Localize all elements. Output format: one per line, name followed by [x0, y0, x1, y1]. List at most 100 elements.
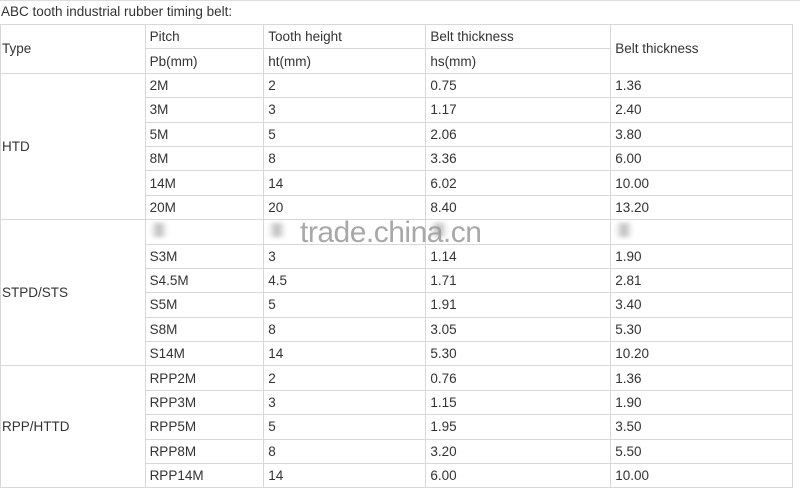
tooth-height-cell: 5 — [263, 121, 427, 147]
pitch-cell: 2M — [144, 72, 265, 99]
belt-thickness-cell: 3.20 — [425, 438, 612, 465]
belt-thickness-2-cell: 5.50 — [610, 438, 793, 465]
header-belt-thickness-unit: hs(mm) — [425, 48, 612, 74]
belt-thickness-2-cell: 3.50 — [610, 414, 793, 440]
pitch-cell: RPP2M — [144, 365, 265, 391]
timing-belt-spec-table: Type Pitch Tooth height Belt thickness B… — [0, 23, 793, 489]
table-row: 14M 14 6.02 10.00 — [1, 170, 793, 196]
obscured-cell — [610, 219, 793, 245]
tooth-height-cell: 2 — [263, 72, 427, 99]
tooth-height-cell: 5 — [263, 414, 427, 440]
header-belt-thickness-2: Belt thickness — [610, 24, 793, 74]
header-tooth-height: Tooth height — [263, 23, 427, 50]
pitch-cell: S8M — [144, 316, 265, 343]
belt-thickness-cell: 1.14 — [425, 243, 612, 269]
belt-thickness-cell: 1.17 — [425, 97, 612, 123]
pitch-cell: RPP3M — [144, 389, 265, 416]
group-type: HTD — [0, 72, 146, 221]
tooth-height-cell: 3 — [263, 97, 427, 123]
pitch-cell: S14M — [144, 341, 265, 367]
tooth-height-cell: 8 — [263, 438, 427, 465]
belt-thickness-2-cell: 1.36 — [610, 365, 793, 391]
tooth-height-cell: 3 — [263, 389, 427, 416]
pitch-cell: S3M — [144, 243, 265, 269]
belt-thickness-cell: 0.76 — [425, 365, 612, 391]
belt-thickness-cell: 0.75 — [425, 72, 612, 99]
tooth-height-cell: 14 — [263, 341, 427, 367]
table-row: RPP/HTTD RPP2M 2 0.76 1.36 — [0, 365, 793, 489]
belt-thickness-cell: 1.71 — [425, 267, 612, 294]
belt-thickness-2-cell: 2.40 — [610, 97, 793, 123]
pitch-cell: S4.5M — [144, 267, 265, 294]
table-row: S3M 3 1.14 1.90 — [1, 243, 793, 269]
table-row: HTD 2M 2 0.75 1.36 — [0, 72, 793, 221]
blur-smudge — [615, 223, 634, 238]
belt-thickness-cell: 1.95 — [425, 414, 612, 440]
table-row: S4.5M 4.5 1.71 2.81 — [1, 267, 793, 294]
tooth-height-cell: 2 — [263, 365, 427, 391]
belt-thickness-cell: 1.15 — [425, 389, 612, 416]
tooth-height-cell: 8 — [263, 316, 427, 343]
pitch-cell: S5M — [144, 292, 265, 318]
tooth-height-cell: 14 — [263, 170, 427, 196]
belt-thickness-cell: 6.02 — [425, 170, 612, 196]
table-row: S5M 5 1.91 3.40 — [1, 292, 793, 318]
top-divider — [0, 0, 800, 1]
blur-smudge — [430, 223, 449, 238]
header-unit-row: Pb(mm) ht(mm) hs(mm) — [1, 48, 793, 74]
blur-smudge — [268, 223, 287, 238]
belt-thickness-2-cell: 1.90 — [610, 389, 793, 416]
belt-thickness-cell: 3.36 — [425, 145, 612, 172]
table-row: S14M 14 5.30 10.20 — [1, 341, 793, 367]
belt-thickness-cell: 3.05 — [425, 316, 612, 343]
page-title: ABC tooth industrial rubber timing belt: — [1, 4, 233, 19]
belt-thickness-cell: 2.06 — [425, 121, 612, 147]
pitch-cell: RPP5M — [144, 414, 265, 440]
belt-thickness-2-cell: 1.36 — [610, 72, 793, 99]
pitch-cell: RPP14M — [144, 463, 265, 489]
header-row: Type Pitch Tooth height Belt thickness B… — [0, 23, 793, 74]
pitch-cell: 14M — [144, 170, 265, 196]
pitch-cell: 8M — [144, 145, 265, 172]
table-row: 5M 5 2.06 3.80 — [1, 121, 793, 147]
tooth-height-cell: 5 — [263, 292, 427, 318]
belt-thickness-cell: 5.30 — [425, 341, 612, 367]
belt-thickness-cell: 8.40 — [425, 194, 612, 221]
watermark: trade.china.cn — [300, 216, 482, 249]
belt-thickness-2-cell: 1.90 — [610, 243, 793, 269]
group-type: STPD/STS — [0, 219, 146, 367]
table-row: RPP5M 5 1.95 3.50 — [1, 414, 793, 440]
belt-thickness-2-cell: 2.81 — [610, 267, 793, 294]
tooth-height-cell: 20 — [263, 194, 427, 221]
belt-thickness-2-cell: 5.30 — [610, 316, 793, 343]
pitch-cell: 3M — [144, 97, 265, 123]
belt-thickness-2-cell: 10.00 — [610, 463, 793, 489]
belt-thickness-2-cell: 3.80 — [610, 121, 793, 147]
table-row: 3M 3 1.17 2.40 — [1, 97, 793, 123]
pitch-cell: 5M — [144, 121, 265, 147]
header-pitch: Pitch — [144, 23, 265, 50]
belt-thickness-cell: 6.00 — [425, 463, 612, 489]
obscured-cell — [144, 219, 265, 245]
belt-thickness-2-cell: 6.00 — [610, 145, 793, 172]
header-type: Type — [0, 24, 146, 74]
table-row: S8M 8 3.05 5.30 — [1, 316, 793, 343]
table-row: 20M 20 8.40 13.20 — [1, 194, 793, 221]
table-row: RPP3M 3 1.15 1.90 — [1, 389, 793, 416]
header-pitch-unit: Pb(mm) — [144, 48, 265, 74]
table-row: RPP8M 8 3.20 5.50 — [1, 438, 793, 465]
table-row: RPP14M 14 6.00 10.00 — [1, 463, 793, 489]
blur-smudge — [149, 223, 168, 238]
belt-thickness-cell: 1.91 — [425, 292, 612, 318]
header-belt-thickness: Belt thickness — [425, 23, 612, 50]
pitch-cell: RPP8M — [144, 438, 265, 465]
belt-thickness-2-cell: 3.40 — [610, 292, 793, 318]
header-tooth-height-unit: ht(mm) — [263, 48, 427, 74]
belt-thickness-2-cell: 10.20 — [610, 341, 793, 367]
pitch-cell: 20M — [144, 194, 265, 221]
tooth-height-cell: 14 — [263, 463, 427, 489]
tooth-height-cell: 4.5 — [263, 267, 427, 294]
obscured-cell — [263, 219, 427, 245]
belt-thickness-2-cell: 13.20 — [610, 194, 793, 221]
group-type: RPP/HTTD — [0, 365, 146, 489]
